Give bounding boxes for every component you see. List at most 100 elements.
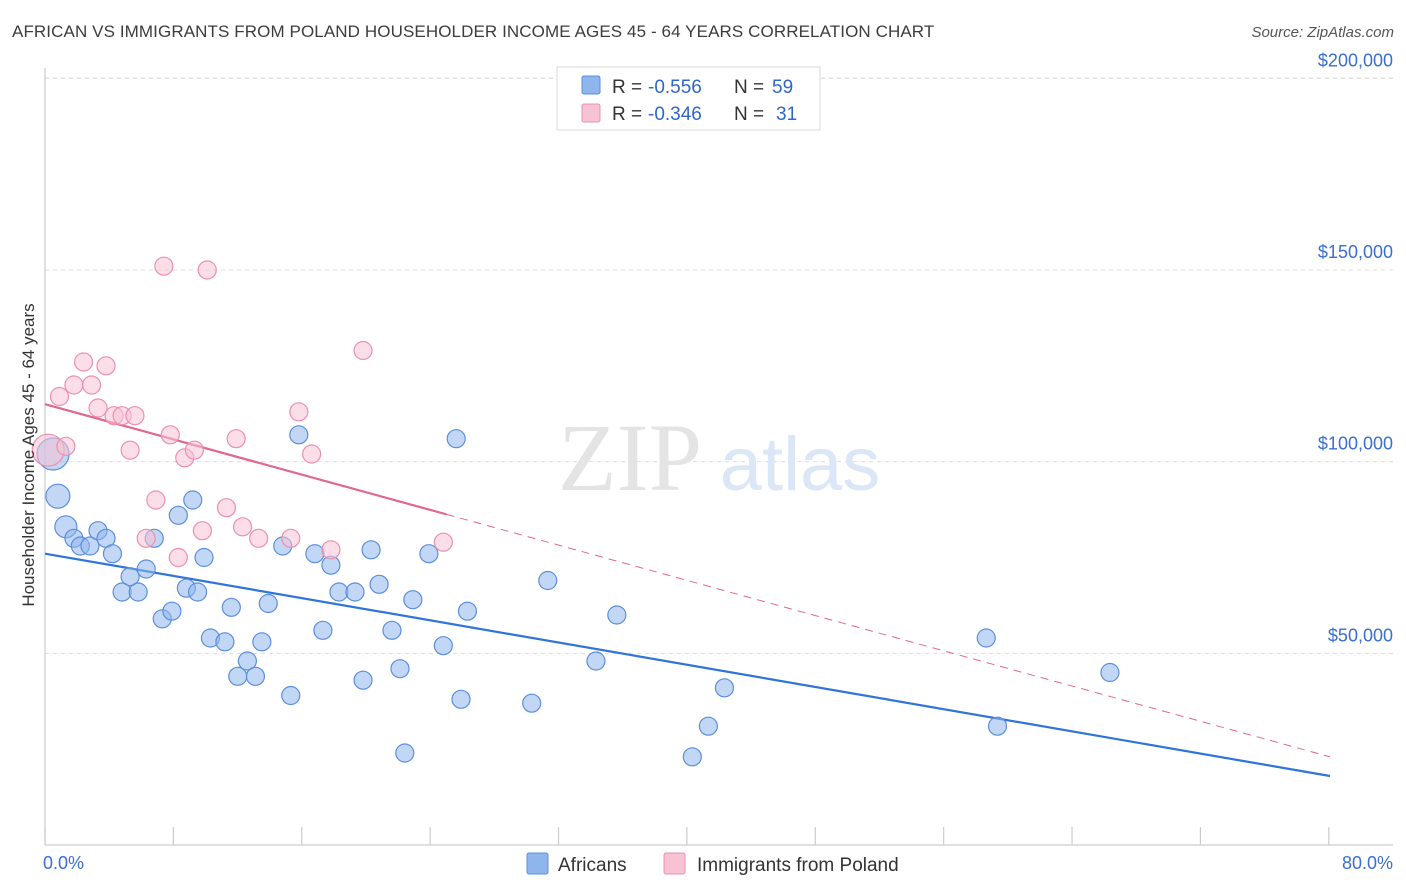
point-poland-13 xyxy=(146,490,166,510)
point-africans-37 xyxy=(353,670,373,690)
watermark-zip: ZIP xyxy=(558,404,702,511)
x-axis-min-label: 0.0% xyxy=(43,853,84,873)
point-africans-50 xyxy=(538,570,558,591)
point-poland-5 xyxy=(81,375,102,395)
point-africans-22 xyxy=(215,632,235,652)
bottom-legend: Africans Immigrants from Poland xyxy=(526,852,899,876)
point-africans-48 xyxy=(457,601,478,621)
point-africans-43 xyxy=(403,590,423,610)
point-poland-21 xyxy=(216,498,237,518)
point-africans-58 xyxy=(1100,662,1120,683)
bottom-legend-africans: Africans xyxy=(558,855,627,876)
point-africans-5 xyxy=(80,536,100,556)
legend-n-value-africans: 59 xyxy=(772,77,793,98)
point-africans-52 xyxy=(607,605,627,625)
legend-n-label-africans: N = xyxy=(734,77,764,98)
y-tick-label-100000: $100,000 xyxy=(1318,434,1393,454)
point-poland-6 xyxy=(88,398,108,418)
point-africans-12 xyxy=(136,559,156,579)
point-africans-27 xyxy=(252,632,272,652)
point-poland-4 xyxy=(73,352,94,372)
legend-r-value-poland: -0.346 xyxy=(648,104,702,125)
point-africans-40 xyxy=(382,620,402,640)
point-poland-22 xyxy=(226,429,246,449)
point-africans-8 xyxy=(102,544,123,564)
point-africans-49 xyxy=(522,693,542,713)
trend-line-dashed-1 xyxy=(446,513,1331,758)
trend-line-0 xyxy=(44,552,1331,778)
legend-r-label-poland: R = xyxy=(612,104,642,125)
chart-title: AFRICAN VS IMMIGRANTS FROM POLAND HOUSEH… xyxy=(12,22,935,41)
point-poland-20 xyxy=(197,260,217,280)
watermark: ZIP atlas xyxy=(558,404,880,511)
point-africans-20 xyxy=(194,547,214,568)
point-poland-30 xyxy=(433,532,453,552)
y-tick-label-50000: $50,000 xyxy=(1328,625,1393,645)
point-africans-16 xyxy=(168,505,188,525)
point-poland-15 xyxy=(160,425,180,445)
y-axis-label: Householder Income Ages 45 - 64 years xyxy=(19,303,38,606)
point-africans-42 xyxy=(395,743,415,763)
source-credit: Source: ZipAtlas.com xyxy=(1251,24,1394,41)
point-poland-29 xyxy=(353,340,373,361)
point-poland-1 xyxy=(49,386,70,407)
trend-line-solid-1 xyxy=(44,403,447,516)
point-africans-1 xyxy=(45,483,71,509)
point-africans-46 xyxy=(446,429,466,449)
point-africans-10 xyxy=(120,567,140,587)
point-africans-45 xyxy=(433,636,453,656)
legend-box: R = -0.556 N = 59 R = -0.346 N = 31 xyxy=(556,66,821,131)
legend-n-value-poland: 31 xyxy=(776,104,797,125)
tick-labels: $50,000 $100,000 $150,000 $200,000 xyxy=(1318,50,1393,645)
point-poland-18 xyxy=(184,440,204,460)
y-tick-label-200000: $200,000 xyxy=(1318,50,1393,70)
point-poland-16 xyxy=(168,547,188,568)
point-poland-11 xyxy=(125,406,145,426)
point-poland-19 xyxy=(192,521,213,541)
point-poland-12 xyxy=(136,528,156,548)
watermark-atlas: atlas xyxy=(720,422,881,507)
x-axis-max-label: 80.0% xyxy=(1342,853,1393,873)
point-poland-23 xyxy=(232,517,253,537)
point-africans-11 xyxy=(128,582,148,602)
point-africans-57 xyxy=(987,716,1008,736)
point-africans-38 xyxy=(361,540,381,560)
legend-swatch-africans xyxy=(581,75,601,95)
point-africans-55 xyxy=(714,678,735,698)
legend-r-value-africans: -0.556 xyxy=(648,77,702,98)
point-africans-23 xyxy=(221,597,241,617)
point-poland-24 xyxy=(249,528,269,548)
legend-r-label-africans: R = xyxy=(612,77,642,98)
point-poland-25 xyxy=(281,528,301,548)
point-africans-53 xyxy=(682,747,702,767)
point-africans-32 xyxy=(305,544,325,564)
y-tick-label-150000: $150,000 xyxy=(1318,242,1393,262)
point-africans-33 xyxy=(313,620,333,640)
point-africans-51 xyxy=(586,651,606,671)
point-poland-14 xyxy=(154,256,174,276)
bottom-legend-swatch-poland xyxy=(663,852,686,875)
point-africans-19 xyxy=(187,582,208,602)
point-poland-2 xyxy=(56,436,76,456)
point-poland-27 xyxy=(302,444,322,464)
point-africans-47 xyxy=(451,689,471,709)
point-africans-15 xyxy=(162,601,182,621)
data-points xyxy=(31,256,1120,767)
point-poland-10 xyxy=(120,440,140,460)
point-africans-18 xyxy=(183,490,203,510)
point-poland-26 xyxy=(289,402,309,422)
point-poland-7 xyxy=(96,356,116,376)
bottom-legend-swatch-africans xyxy=(526,852,549,875)
point-africans-26 xyxy=(245,666,266,686)
point-africans-44 xyxy=(419,544,439,564)
point-africans-54 xyxy=(698,716,718,736)
point-africans-25 xyxy=(237,651,257,671)
point-africans-28 xyxy=(258,593,278,614)
point-africans-41 xyxy=(390,659,410,679)
point-africans-36 xyxy=(345,582,365,602)
point-africans-24 xyxy=(228,666,248,686)
point-africans-56 xyxy=(976,628,996,648)
point-poland-3 xyxy=(64,375,84,395)
legend-n-label-poland: N = xyxy=(734,104,764,125)
